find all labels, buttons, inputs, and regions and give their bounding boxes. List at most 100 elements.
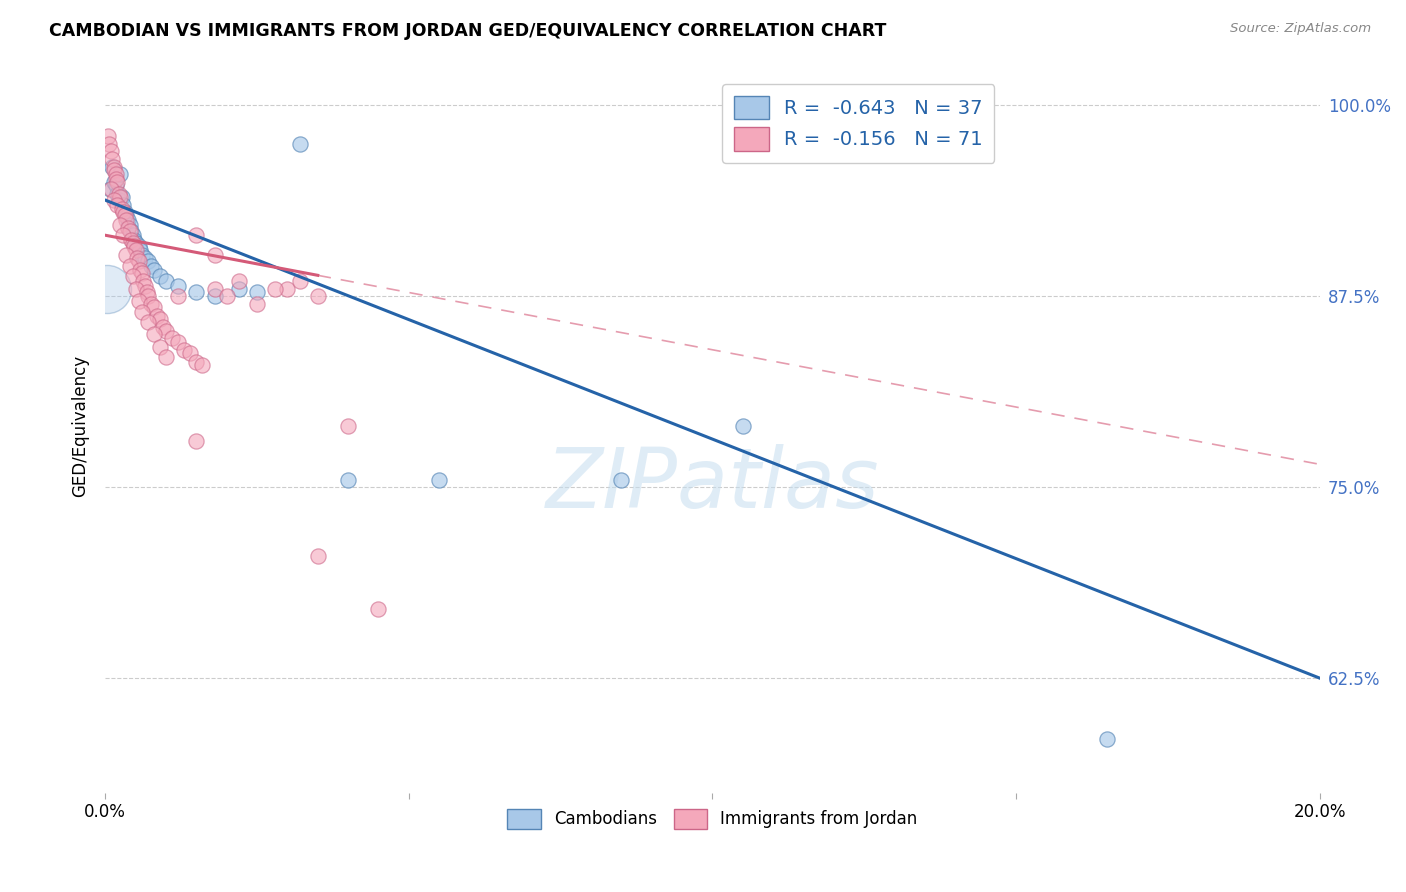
Point — [155, 325, 177, 339]
Point — [110, 190, 132, 204]
Point — [186, 285, 208, 299]
Point — [179, 346, 201, 360]
Point — [101, 160, 124, 174]
Point — [117, 213, 139, 227]
Point — [246, 297, 269, 311]
Point — [120, 233, 142, 247]
Point — [427, 473, 450, 487]
Point — [228, 282, 250, 296]
Point — [121, 269, 143, 284]
Point — [115, 208, 138, 222]
Point — [228, 274, 250, 288]
Point — [142, 263, 165, 277]
Point — [111, 190, 134, 204]
Point — [146, 309, 169, 323]
Point — [115, 248, 138, 262]
Point — [134, 278, 156, 293]
Point — [135, 285, 157, 299]
Point — [100, 145, 122, 159]
Point — [125, 251, 148, 265]
Point — [114, 208, 136, 222]
Point — [149, 340, 172, 354]
Point — [246, 285, 269, 299]
Point — [307, 289, 329, 303]
Point — [112, 228, 135, 243]
Point — [167, 289, 190, 303]
Point — [124, 239, 146, 253]
Point — [186, 355, 208, 369]
Point — [98, 136, 121, 151]
Point — [112, 197, 135, 211]
Point — [124, 235, 146, 250]
Point — [191, 358, 214, 372]
Point — [173, 343, 195, 357]
Point — [610, 473, 633, 487]
Point — [120, 224, 142, 238]
Point — [160, 330, 183, 344]
Point — [124, 233, 146, 247]
Point — [121, 235, 143, 250]
Point — [129, 263, 152, 277]
Point — [215, 289, 238, 303]
Point — [204, 282, 226, 296]
Point — [107, 186, 129, 201]
Y-axis label: GED/Equivalency: GED/Equivalency — [72, 355, 89, 497]
Point — [731, 419, 754, 434]
Point — [128, 293, 150, 308]
Point — [136, 254, 159, 268]
Point — [136, 315, 159, 329]
Point — [167, 278, 190, 293]
Point — [97, 128, 120, 143]
Point — [131, 248, 153, 262]
Point — [117, 220, 139, 235]
Point — [167, 335, 190, 350]
Point — [307, 549, 329, 563]
Point — [103, 193, 125, 207]
Point — [264, 282, 287, 296]
Point — [121, 228, 143, 243]
Point — [142, 327, 165, 342]
Point — [111, 202, 134, 217]
Point — [96, 282, 118, 296]
Point — [149, 269, 172, 284]
Point — [288, 136, 311, 151]
Point — [139, 297, 162, 311]
Point — [124, 244, 146, 258]
Point — [124, 282, 146, 296]
Point — [110, 167, 132, 181]
Text: ZIPatlas: ZIPatlas — [546, 444, 879, 525]
Point — [105, 197, 128, 211]
Point — [114, 205, 136, 219]
Point — [1095, 732, 1118, 747]
Point — [152, 319, 174, 334]
Point — [139, 259, 162, 273]
Point — [105, 186, 128, 201]
Point — [103, 160, 125, 174]
Point — [288, 274, 311, 288]
Point — [186, 228, 208, 243]
Point — [204, 289, 226, 303]
Point — [115, 213, 138, 227]
Point — [118, 259, 141, 273]
Point — [100, 182, 122, 196]
Point — [112, 205, 135, 219]
Point — [128, 239, 150, 253]
Point — [118, 218, 141, 232]
Point — [105, 178, 128, 192]
Point — [136, 289, 159, 303]
Point — [131, 304, 153, 318]
Point — [103, 162, 125, 177]
Point — [104, 167, 127, 181]
Point — [98, 182, 121, 196]
Point — [131, 267, 153, 281]
Point — [367, 602, 389, 616]
Point — [149, 312, 172, 326]
Point — [204, 248, 226, 262]
Point — [103, 175, 125, 189]
Point — [276, 282, 298, 296]
Text: Source: ZipAtlas.com: Source: ZipAtlas.com — [1230, 22, 1371, 36]
Point — [132, 274, 155, 288]
Text: CAMBODIAN VS IMMIGRANTS FROM JORDAN GED/EQUIVALENCY CORRELATION CHART: CAMBODIAN VS IMMIGRANTS FROM JORDAN GED/… — [49, 22, 887, 40]
Point — [186, 434, 208, 449]
Point — [107, 193, 129, 207]
